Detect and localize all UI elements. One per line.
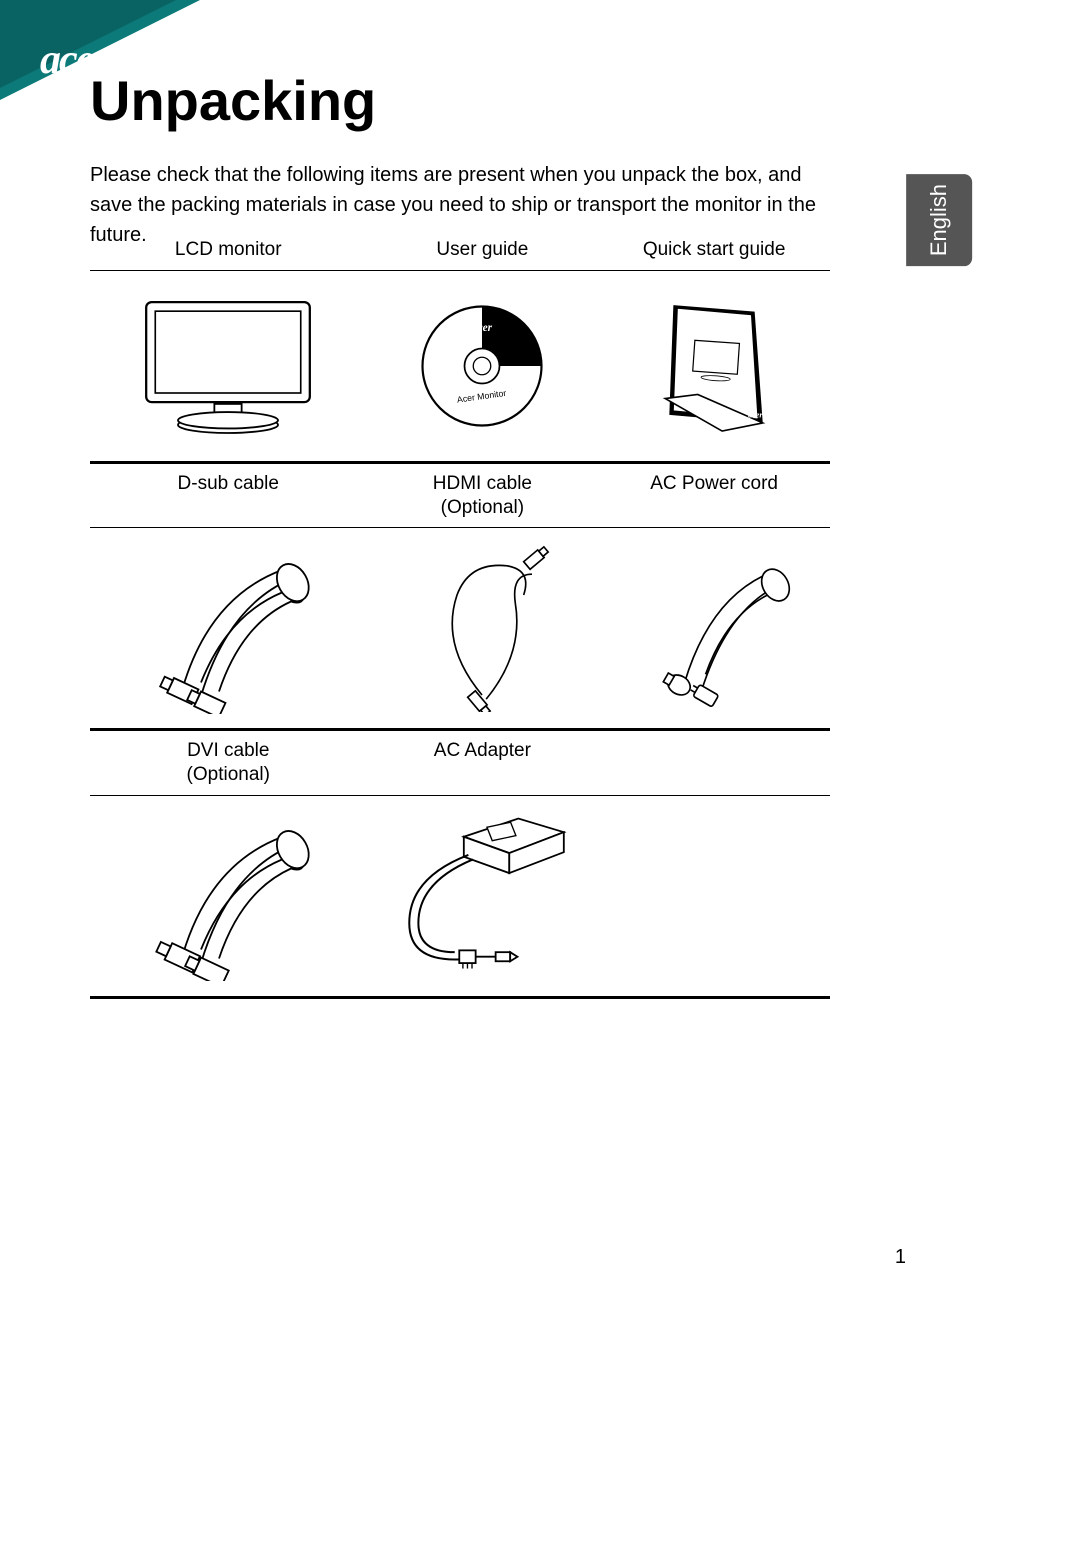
divider-thick bbox=[90, 996, 830, 999]
manual-page: acer Unpacking Please check that the fol… bbox=[0, 0, 1080, 1549]
dvi-cable-icon bbox=[90, 796, 367, 996]
label-lcd-monitor: LCD monitor bbox=[94, 238, 363, 262]
label-dvi-1: DVI cable bbox=[94, 739, 363, 763]
quick-start-book-icon: acer bbox=[598, 271, 830, 461]
svg-text:acer: acer bbox=[472, 322, 493, 334]
row1-labels: LCD monitor User guide Quick start guide bbox=[90, 230, 830, 270]
label-ac-adapter: AC Adapter bbox=[371, 739, 595, 763]
hdmi-cable-icon bbox=[367, 528, 599, 728]
label-hdmi-1: HDMI cable bbox=[371, 472, 595, 496]
language-tab: English bbox=[906, 174, 972, 266]
svg-text:acer: acer bbox=[748, 410, 763, 419]
label-user-guide: User guide bbox=[371, 238, 595, 262]
row3-labels: DVI cable (Optional) AC Adapter bbox=[90, 731, 830, 795]
row1-images: acer Acer Monitor acer bbox=[90, 271, 830, 461]
ac-adapter-icon bbox=[367, 796, 599, 996]
label-dvi-2: (Optional) bbox=[94, 763, 363, 787]
page-number: 1 bbox=[895, 1246, 906, 1269]
row3-images bbox=[90, 796, 830, 996]
dsub-cable-icon bbox=[90, 528, 367, 728]
label-hdmi-2: (Optional) bbox=[371, 496, 595, 520]
row2-labels: D-sub cable HDMI cable (Optional) AC Pow… bbox=[90, 464, 830, 528]
label-dsub: D-sub cable bbox=[94, 472, 363, 496]
user-guide-disc-icon: acer Acer Monitor bbox=[367, 271, 599, 461]
items-grid: LCD monitor User guide Quick start guide bbox=[90, 230, 830, 999]
lcd-monitor-icon bbox=[90, 271, 367, 461]
ac-power-cord-icon bbox=[598, 528, 830, 728]
label-ac-power: AC Power cord bbox=[602, 472, 826, 496]
page-title: Unpacking bbox=[90, 68, 376, 133]
label-quick-start: Quick start guide bbox=[602, 238, 826, 262]
row2-images bbox=[90, 528, 830, 728]
